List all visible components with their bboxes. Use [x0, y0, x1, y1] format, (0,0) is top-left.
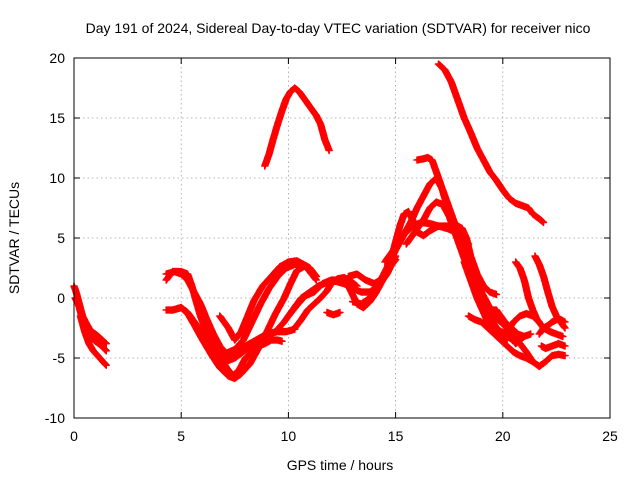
y-tick-label: 15 — [49, 110, 65, 126]
series-arc29 — [503, 309, 543, 336]
y-tick-label: 10 — [49, 170, 65, 186]
x-tick-label: 25 — [602, 428, 618, 444]
series-markers-arc20 — [434, 60, 548, 227]
series-markers-arc19 — [413, 153, 501, 299]
x-tick-label: 5 — [177, 428, 185, 444]
series-arc13 — [261, 84, 333, 170]
series-arc14 — [323, 308, 344, 319]
y-axis-label: SDTVAR / TECUs — [6, 182, 22, 294]
series-markers-arc8 — [198, 330, 265, 365]
series-markers-arc27 — [535, 315, 569, 338]
series-arc20 — [434, 60, 548, 227]
series-markers-arc29 — [503, 309, 543, 336]
chart-title: Day 191 of 2024, Sidereal Day-to-day VTE… — [86, 20, 591, 36]
series-arc19 — [413, 153, 501, 299]
series-markers-arc14 — [323, 308, 344, 319]
x-tick-label: 0 — [70, 428, 78, 444]
series-markers-arc3 — [76, 312, 110, 369]
plot-frame — [73, 57, 611, 419]
series-arc22 — [464, 312, 537, 366]
series-markers-arc13 — [261, 84, 333, 170]
series-arc28 — [537, 339, 569, 353]
y-tick-label: 0 — [57, 290, 65, 306]
x-tick-label: 10 — [281, 428, 297, 444]
x-tick-label: 15 — [388, 428, 404, 444]
series-arc27 — [535, 315, 569, 338]
series-arc8 — [198, 330, 265, 365]
y-tick-label: -10 — [45, 410, 65, 426]
y-tick-label: 20 — [49, 50, 65, 66]
y-tick-label: -5 — [53, 350, 66, 366]
series-markers-arc6 — [168, 261, 314, 383]
series-markers-arc12 — [291, 273, 361, 332]
series-markers-arc22 — [464, 312, 537, 366]
series-markers-arc28 — [537, 339, 569, 353]
x-axis-label: GPS time / hours — [287, 457, 394, 473]
series-arc12 — [291, 273, 361, 332]
series-arc3 — [76, 312, 110, 369]
series-arc9 — [216, 257, 321, 344]
series-arc6 — [168, 261, 314, 383]
y-tick-label: 5 — [57, 230, 65, 246]
axis-ticks: 0 5 10 15 20 25 -10 -5 0 5 10 15 20 — [45, 50, 618, 444]
x-tick-label: 20 — [495, 428, 511, 444]
series-markers-arc9 — [216, 257, 321, 344]
